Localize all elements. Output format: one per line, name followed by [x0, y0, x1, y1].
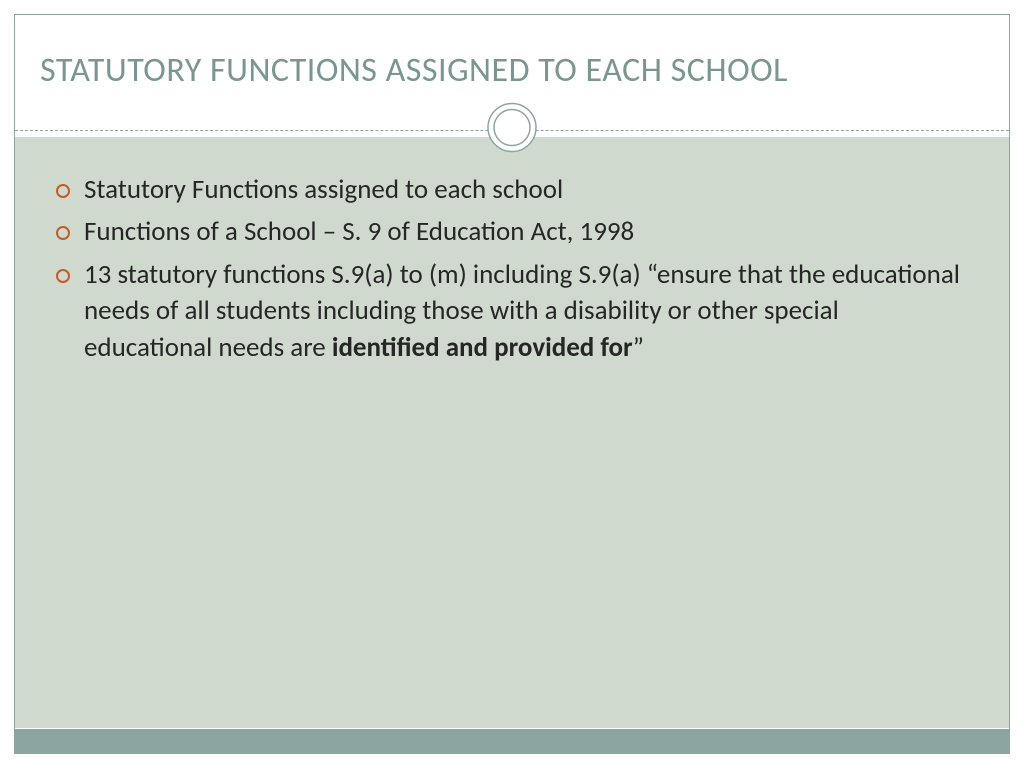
bottom-bar [15, 729, 1009, 753]
circle-ornament-icon [486, 102, 538, 159]
slide-title: STATUTORY FUNCTIONS ASSIGNED TO EACH SCH… [40, 50, 994, 91]
bullet-item: 13 statutory functions S.9(a) to (m) inc… [56, 257, 964, 366]
bullet-item: Statutory Functions assigned to each sch… [56, 172, 964, 208]
bullet-item: Functions of a School – S. 9 of Educatio… [56, 214, 964, 250]
bullet-text: Functions of a School – S. 9 of Educatio… [84, 215, 634, 248]
bullet-text-bold: identified and provided for [332, 331, 633, 364]
slide: STATUTORY FUNCTIONS ASSIGNED TO EACH SCH… [0, 0, 1024, 768]
bullet-text-post: ” [633, 331, 644, 364]
bullet-text: Statutory Functions assigned to each sch… [84, 173, 563, 206]
bullet-list: Statutory Functions assigned to each sch… [56, 172, 964, 372]
